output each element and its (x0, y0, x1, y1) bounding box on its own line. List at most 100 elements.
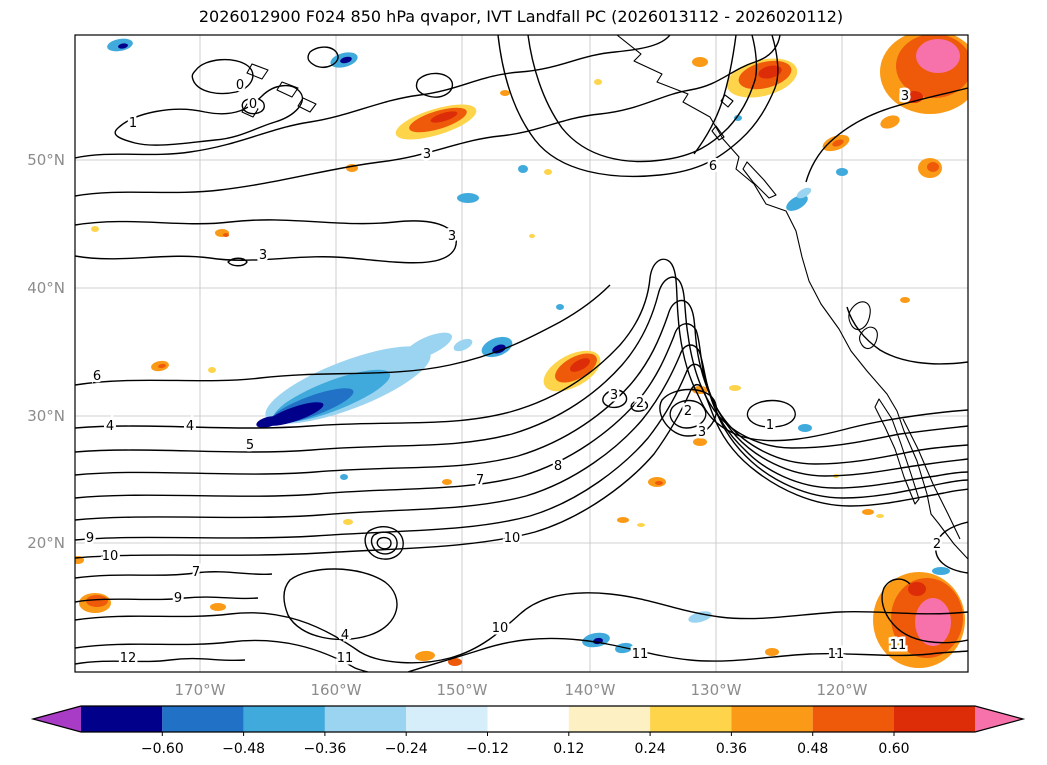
colorbar-tick-label: 0.12 (553, 741, 584, 757)
longitude-labels: 170°W 160°W 150°W 140°W 130°W 120°W (175, 681, 868, 699)
contour-line (497, 35, 779, 178)
contour-line (75, 657, 246, 665)
shading-patch (876, 514, 884, 518)
contour-label: 3 (610, 388, 618, 403)
contour-line (364, 526, 404, 560)
colorbar-tick-label: −0.24 (385, 741, 428, 757)
contour-label: 9 (174, 591, 182, 606)
contour-label: 0 (249, 97, 257, 112)
shading-patch (500, 90, 510, 96)
contour-label: 4 (341, 628, 349, 643)
colorbar-segment (812, 706, 894, 732)
latitude-tick-label: 40°N (27, 279, 65, 297)
contour-line (307, 46, 339, 68)
contour-line (630, 399, 649, 412)
shading-patch (86, 595, 108, 607)
contour-label: 10 (492, 621, 509, 636)
shading-patch (91, 226, 99, 232)
longitude-tick-label: 150°W (437, 681, 488, 699)
colorbar-tick-label: −0.60 (141, 741, 184, 757)
contour-label: 4 (186, 419, 194, 434)
shading-patch (758, 65, 782, 79)
coastline (874, 398, 920, 505)
contour-line (415, 72, 454, 98)
contour-line (370, 531, 398, 555)
shading-patch (118, 43, 128, 49)
shading-patch (340, 56, 352, 64)
longitude-tick-label: 140°W (565, 681, 616, 699)
coastline (848, 301, 871, 331)
coastline (276, 81, 299, 98)
longitude-tick-label: 160°W (311, 681, 362, 699)
shading-patch (880, 115, 900, 129)
shading-patch (927, 162, 939, 172)
contour-line (527, 35, 758, 163)
contour-line (75, 344, 968, 521)
contour-line (935, 521, 968, 574)
latitude-tick-label: 20°N (27, 534, 65, 552)
contour-label: 11 (828, 647, 845, 662)
colorbar-segment (894, 706, 975, 732)
contour-label: 9 (86, 531, 94, 546)
contour-line (75, 596, 259, 603)
contour-line (241, 97, 265, 115)
contour-line (669, 399, 707, 429)
contour-line (75, 571, 273, 579)
shading-patch (340, 474, 348, 480)
chart-title: 2026012900 F024 850 hPa qvapor, IVT Land… (199, 7, 843, 26)
shading-patch (448, 658, 462, 666)
contour-line (75, 35, 781, 197)
longitude-tick-label: 130°W (691, 681, 742, 699)
colorbar-over-arrow (975, 706, 1023, 732)
colorbar-segment (243, 706, 325, 732)
contour-line (75, 363, 968, 541)
shading-patch (900, 297, 910, 303)
latitude-tick-label: 30°N (27, 407, 65, 425)
shading-patch (256, 416, 280, 428)
contour-label: 5 (246, 438, 254, 453)
shading-patch (457, 193, 479, 203)
contour-label: 7 (476, 473, 484, 488)
contour-label: 10 (504, 531, 521, 546)
coastline (902, 418, 961, 540)
colorbar-segment (487, 706, 569, 732)
colorbar-segment (406, 706, 488, 732)
shading-patch (415, 650, 435, 662)
shading-patch (403, 332, 453, 360)
shading-patch (796, 187, 812, 199)
contour-label: 2 (933, 537, 941, 552)
colorbar: −0.60 −0.48 −0.36 −0.24 −0.12 0.12 0.24 0.36 0.4… (30, 705, 1026, 757)
shading-patch (862, 509, 874, 515)
shading-patch (442, 479, 452, 485)
contour-label: 3 (698, 425, 706, 440)
contour-label: 3 (259, 248, 267, 263)
colorbar-tick-label: −0.12 (466, 741, 509, 757)
shading-patch (529, 234, 535, 238)
contour-line (75, 258, 968, 442)
colorbar-segment (650, 706, 732, 732)
contour-label: 6 (709, 159, 717, 174)
contour-line (227, 257, 248, 267)
contour-line (75, 299, 968, 476)
colorbar-segment (731, 706, 813, 732)
shading-patch (210, 603, 226, 611)
coastline (859, 326, 878, 350)
shading-patch (637, 523, 645, 527)
shading-patch (570, 358, 590, 372)
colorbar-tick-label: −0.48 (222, 741, 265, 757)
contour-label: 3 (423, 147, 431, 162)
contour-line (659, 388, 718, 437)
latitude-labels: 50°N 40°N 30°N 20°N (27, 151, 65, 552)
contour-line (805, 87, 968, 183)
shading-patch (916, 39, 960, 73)
qvapor-contours (75, 35, 968, 672)
latitude-tick-label: 50°N (27, 151, 65, 169)
shading-patch (765, 648, 779, 656)
contour-line (75, 35, 671, 159)
contour-label: 6 (93, 369, 101, 384)
contour-label: 2 (684, 404, 692, 419)
shading-patch (617, 517, 629, 523)
contour-label: 12 (120, 651, 137, 666)
colorbar-under-arrow (33, 706, 81, 732)
